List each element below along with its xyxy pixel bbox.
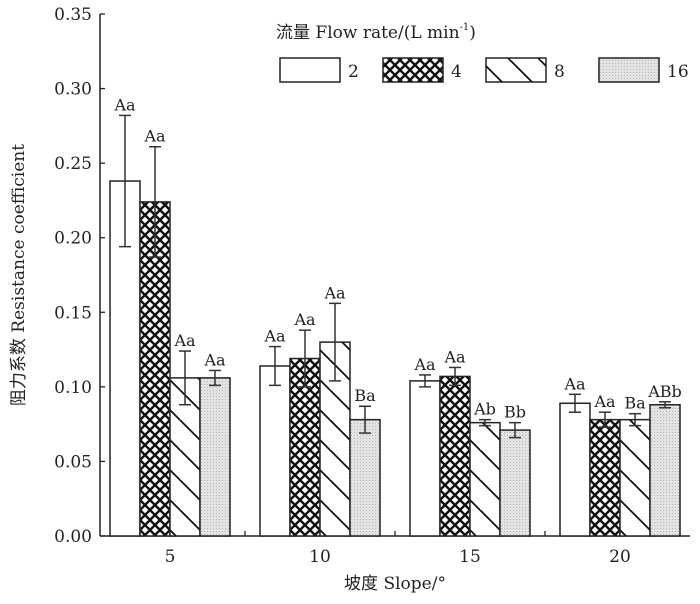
- y-tick-label: 0.25: [54, 154, 92, 174]
- bar-16-slope-5: [199, 377, 231, 537]
- y-tick-label: 0.20: [54, 229, 92, 249]
- y-tick-label: 0.00: [54, 527, 92, 547]
- x-tick-label: 20: [609, 547, 631, 567]
- bar-2-slope-15: [409, 380, 441, 537]
- bar-2-slope-20: [559, 402, 591, 537]
- significance-label: Aa: [173, 331, 196, 350]
- bar-16-slope-15: [499, 429, 531, 537]
- significance-label: ABb: [647, 382, 682, 401]
- significance-label: Ab: [473, 400, 496, 419]
- legend-swatch-8: [485, 57, 547, 83]
- bar-4-slope-10: [289, 357, 321, 537]
- x-tick-label: 5: [165, 547, 176, 567]
- legend-label: 4: [451, 62, 462, 82]
- legend-label: 2: [348, 62, 359, 82]
- bar-8-slope-15: [469, 421, 501, 537]
- significance-label: Aa: [413, 355, 436, 374]
- x-tick-label: 15: [459, 547, 481, 567]
- significance-label: Aa: [563, 374, 586, 393]
- legend-label: 8: [554, 62, 565, 82]
- bar-2-slope-10: [259, 365, 291, 537]
- y-tick-label: 0.05: [54, 452, 92, 472]
- y-tick-label: 0.30: [54, 80, 92, 100]
- y-tick-label: 0.10: [54, 378, 92, 398]
- legend-title: 流量 Flow rate/(L min-1): [276, 22, 476, 43]
- x-axis-label: 坡度 Slope/°: [344, 574, 446, 594]
- significance-label: Aa: [263, 327, 286, 346]
- significance-label: Aa: [593, 392, 616, 411]
- bar-16-slope-10: [349, 418, 381, 537]
- y-axis-label: 阻力系数 Resistance coefficient: [9, 144, 29, 406]
- legend-label: 16: [667, 62, 689, 82]
- x-tick-label: 10: [309, 547, 331, 567]
- significance-label: Ba: [624, 394, 646, 413]
- bar-8-slope-20: [619, 418, 651, 537]
- significance-label: Aa: [293, 310, 316, 329]
- bar-4-slope-15: [439, 375, 471, 537]
- y-tick-label: 0.35: [54, 5, 92, 25]
- plot-area: 0.00 0.05 0.10 0.15 0.20 0.25 0.30 0.35 5 Aa Aa Aa A…: [54, 5, 690, 567]
- significance-label: Bb: [504, 403, 526, 422]
- legend-swatch-16: [598, 57, 660, 83]
- significance-label: Aa: [113, 95, 136, 114]
- legend: 2 4 8 16: [279, 57, 689, 83]
- significance-label: Aa: [323, 283, 346, 302]
- legend-swatch-2: [279, 57, 341, 83]
- significance-label: Aa: [203, 350, 226, 369]
- bar-4-slope-20: [589, 418, 621, 537]
- legend-swatch-4: [382, 57, 444, 83]
- significance-label: Ba: [354, 386, 376, 405]
- significance-label: Aa: [143, 127, 166, 146]
- y-tick-label: 0.15: [54, 303, 92, 323]
- significance-label: Aa: [443, 347, 466, 366]
- bar-16-slope-20: [649, 404, 681, 537]
